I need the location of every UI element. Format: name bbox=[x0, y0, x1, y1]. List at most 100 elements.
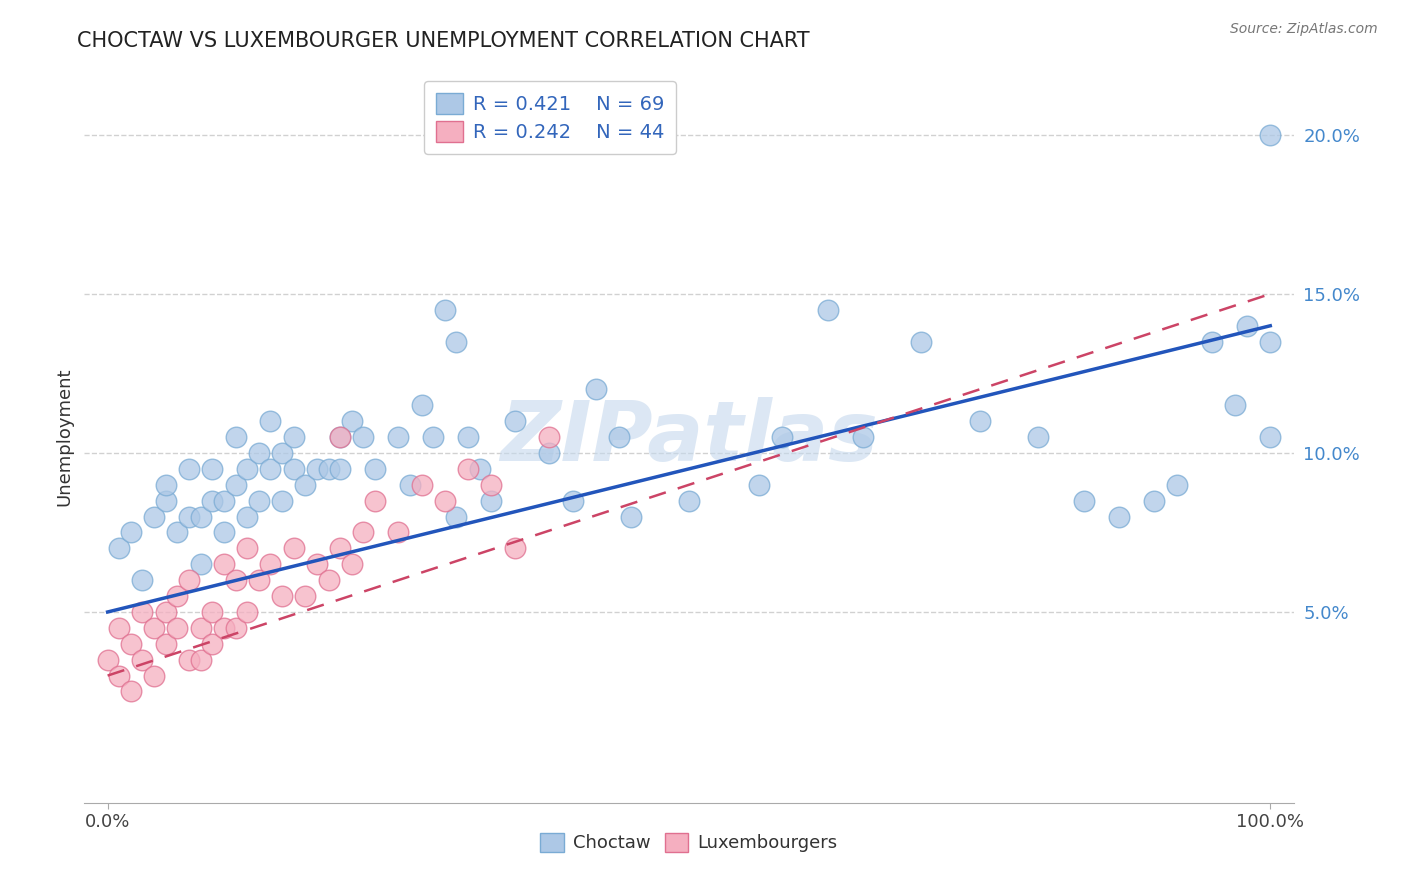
Point bbox=[131, 573, 153, 587]
Point bbox=[225, 573, 247, 587]
Point bbox=[212, 493, 235, 508]
Point bbox=[1258, 128, 1281, 142]
Point bbox=[225, 430, 247, 444]
Point bbox=[177, 462, 200, 476]
Point bbox=[155, 477, 177, 491]
Point bbox=[143, 668, 166, 682]
Point bbox=[108, 621, 131, 635]
Point bbox=[247, 493, 270, 508]
Point bbox=[305, 558, 328, 572]
Point bbox=[212, 525, 235, 540]
Point bbox=[283, 541, 305, 556]
Point bbox=[247, 446, 270, 460]
Point bbox=[387, 525, 409, 540]
Point bbox=[446, 334, 468, 349]
Point bbox=[1236, 318, 1258, 333]
Point bbox=[201, 493, 224, 508]
Point bbox=[329, 430, 352, 444]
Point bbox=[225, 477, 247, 491]
Point bbox=[190, 509, 212, 524]
Point bbox=[538, 430, 561, 444]
Point bbox=[294, 589, 316, 603]
Point bbox=[190, 653, 212, 667]
Point bbox=[155, 637, 177, 651]
Point bbox=[318, 462, 340, 476]
Point bbox=[422, 430, 444, 444]
Point bbox=[177, 509, 200, 524]
Point bbox=[364, 493, 387, 508]
Point bbox=[155, 493, 177, 508]
Point bbox=[143, 621, 166, 635]
Point bbox=[271, 446, 294, 460]
Point bbox=[503, 541, 526, 556]
Point bbox=[318, 573, 340, 587]
Point bbox=[259, 462, 281, 476]
Point bbox=[177, 573, 200, 587]
Point bbox=[283, 430, 305, 444]
Point bbox=[1225, 398, 1247, 412]
Point bbox=[457, 430, 479, 444]
Point bbox=[1073, 493, 1095, 508]
Point bbox=[97, 653, 120, 667]
Point bbox=[247, 573, 270, 587]
Point bbox=[433, 493, 456, 508]
Point bbox=[108, 668, 131, 682]
Point bbox=[259, 558, 281, 572]
Point bbox=[166, 589, 188, 603]
Point bbox=[503, 414, 526, 428]
Point bbox=[259, 414, 281, 428]
Point bbox=[155, 605, 177, 619]
Point bbox=[678, 493, 700, 508]
Point bbox=[201, 462, 224, 476]
Point bbox=[1258, 334, 1281, 349]
Point bbox=[969, 414, 991, 428]
Point bbox=[411, 398, 433, 412]
Point bbox=[607, 430, 630, 444]
Point bbox=[305, 462, 328, 476]
Point bbox=[340, 558, 363, 572]
Point bbox=[190, 558, 212, 572]
Point bbox=[1108, 509, 1130, 524]
Point bbox=[352, 525, 374, 540]
Point bbox=[201, 637, 224, 651]
Point bbox=[387, 430, 409, 444]
Point bbox=[166, 621, 188, 635]
Text: ZIPatlas: ZIPatlas bbox=[501, 397, 877, 477]
Point bbox=[561, 493, 583, 508]
Point bbox=[468, 462, 491, 476]
Point bbox=[446, 509, 468, 524]
Point bbox=[340, 414, 363, 428]
Point bbox=[108, 541, 131, 556]
Point bbox=[120, 525, 142, 540]
Point bbox=[212, 558, 235, 572]
Point bbox=[143, 509, 166, 524]
Point bbox=[236, 541, 259, 556]
Point bbox=[1143, 493, 1166, 508]
Point bbox=[177, 653, 200, 667]
Point bbox=[1201, 334, 1223, 349]
Point bbox=[1258, 430, 1281, 444]
Point bbox=[399, 477, 422, 491]
Y-axis label: Unemployment: Unemployment bbox=[55, 368, 73, 507]
Point bbox=[212, 621, 235, 635]
Point bbox=[271, 589, 294, 603]
Point bbox=[236, 509, 259, 524]
Point bbox=[479, 493, 502, 508]
Point bbox=[166, 525, 188, 540]
Point bbox=[457, 462, 479, 476]
Point bbox=[271, 493, 294, 508]
Text: Source: ZipAtlas.com: Source: ZipAtlas.com bbox=[1230, 22, 1378, 37]
Point bbox=[1026, 430, 1049, 444]
Point bbox=[236, 462, 259, 476]
Point bbox=[294, 477, 316, 491]
Legend: Choctaw, Luxembourgers: Choctaw, Luxembourgers bbox=[533, 826, 845, 860]
Point bbox=[236, 605, 259, 619]
Point bbox=[329, 430, 352, 444]
Point bbox=[329, 541, 352, 556]
Point bbox=[120, 684, 142, 698]
Point bbox=[190, 621, 212, 635]
Point bbox=[817, 302, 839, 317]
Point bbox=[910, 334, 932, 349]
Point bbox=[620, 509, 643, 524]
Point bbox=[433, 302, 456, 317]
